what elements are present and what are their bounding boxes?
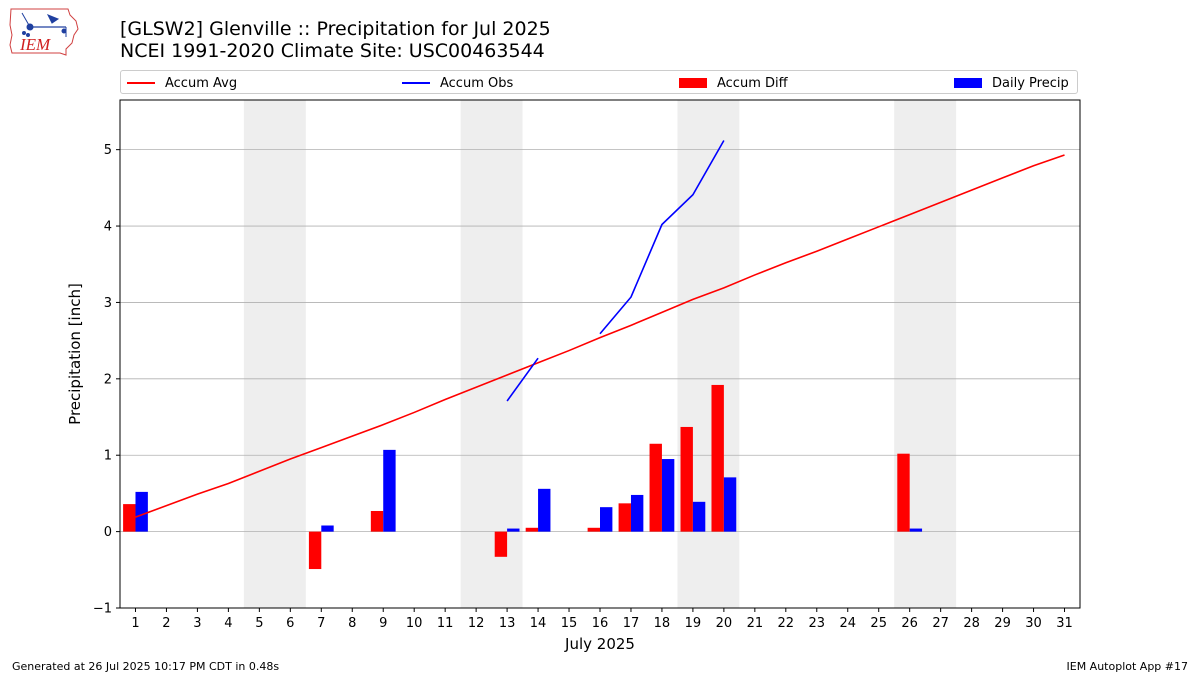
weekend-band [243,100,306,608]
legend-label-accum-obs: Accum Obs [440,75,514,91]
daily-precip-bar [507,528,520,532]
x-tick-label: 18 [654,616,671,631]
x-tick-label: 28 [963,616,980,631]
accum-diff-bar [897,453,910,532]
daily-precip-bar [909,528,923,532]
x-tick-label: 6 [286,616,294,631]
legend-label-daily-precip: Daily Precip [992,75,1069,91]
daily-precip-bar [723,477,737,532]
x-tick-label: 25 [870,616,887,631]
chart-title: [GLSW2] Glenville :: Precipitation for J… [120,18,551,62]
weather-station-icon [21,12,67,37]
x-tick-label: 11 [437,616,454,631]
accum-diff-bar [370,510,384,532]
legend-item-accum-avg: Accum Avg [127,74,237,92]
accum-diff-bar [618,503,631,532]
daily-precip-bar [135,491,148,532]
accum-diff-bar [525,527,539,532]
accum-diff-bar [649,443,662,532]
weekend-band [460,100,523,608]
daily-precip-bar [321,525,334,532]
x-tick-label: 27 [932,616,949,631]
accum-diff-bar [587,527,600,532]
x-tick-label: 5 [255,616,263,631]
x-tick-label: 7 [317,616,325,631]
logo-text: IEM [19,35,51,54]
x-tick-label: 2 [162,616,170,631]
x-tick-label: 19 [685,616,702,631]
x-tick-label: 12 [468,616,485,631]
accum-diff-bar [711,384,724,532]
x-tick-label: 31 [1056,616,1073,631]
legend-swatch-daily-precip [954,78,982,88]
legend-swatch-accum-avg [127,82,155,84]
title-line-2: NCEI 1991-2020 Climate Site: USC00463544 [120,40,545,62]
accum-diff-bar [308,531,322,570]
accum-diff-bar [494,531,508,557]
y-tick-label: 0 [104,525,112,540]
daily-precip-bar [630,494,644,532]
x-tick-label: 9 [379,616,387,631]
footer-generated-text: Generated at 26 Jul 2025 10:17 PM CDT in… [12,660,280,673]
daily-precip-bar [600,507,613,532]
x-tick-label: 20 [716,616,733,631]
legend-item-daily-precip: Daily Precip [954,74,1069,92]
iowa-outline [9,8,79,56]
daily-precip-bar [661,459,675,532]
legend-label-accum-diff: Accum Diff [717,75,788,91]
accum-obs-line [506,357,539,402]
y-tick-label: 5 [104,143,112,158]
x-tick-label: 15 [561,616,578,631]
accum-avg-line [135,154,1065,518]
iem-logo: IEM [9,8,79,56]
x-tick-label: 22 [778,616,795,631]
x-tick-label: 10 [406,616,423,631]
x-tick-label: 24 [839,616,856,631]
x-tick-label: 8 [348,616,356,631]
x-tick-label: 30 [1025,616,1042,631]
legend-item-accum-diff: Accum Diff [679,74,788,92]
daily-precip-bar [383,449,396,532]
accum-diff-bar [123,504,136,532]
x-tick-label: 17 [623,616,640,631]
x-tick-label: 21 [747,616,764,631]
title-line-1: [GLSW2] Glenville :: Precipitation for J… [120,18,551,40]
y-tick-label: −1 [93,602,112,617]
legend-swatch-accum-diff [679,78,707,88]
x-tick-label: 1 [131,616,139,631]
x-tick-label: 16 [592,616,609,631]
x-tick-label: 14 [530,616,547,631]
x-tick-label: 26 [901,616,918,631]
daily-precip-bar [692,501,706,532]
daily-precip-bar [538,488,551,532]
y-tick-label: 4 [104,220,112,235]
y-tick-label: 2 [104,372,112,387]
y-tick-label: 1 [104,449,112,464]
y-axis-label: Precipitation [inch] [66,283,84,425]
legend-swatch-accum-obs [402,82,430,84]
accum-obs-line [599,140,725,335]
x-tick-label: 23 [809,616,826,631]
footer-app-text: IEM Autoplot App #17 [1066,660,1189,673]
x-tick-label: 4 [224,616,232,631]
x-axis-label: July 2025 [564,635,635,653]
y-tick-label: 3 [104,296,112,311]
legend-item-accum-obs: Accum Obs [402,74,513,92]
x-tick-label: 3 [193,616,201,631]
chart-legend: Accum Avg Accum Obs Accum Diff Daily Pre… [120,70,1078,94]
legend-label-accum-avg: Accum Avg [165,75,238,91]
x-tick-label: 29 [994,616,1011,631]
accum-diff-bar [680,426,693,532]
x-tick-label: 13 [499,616,516,631]
